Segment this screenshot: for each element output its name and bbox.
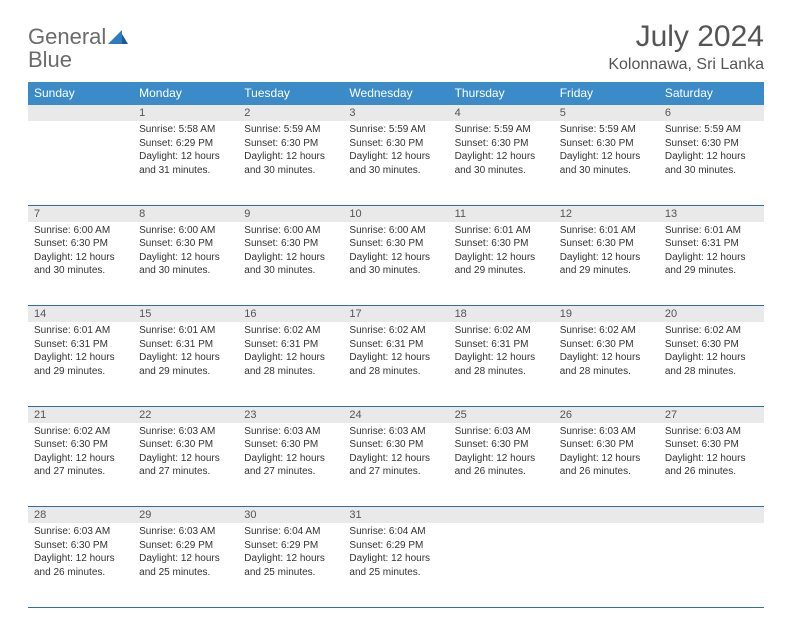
day-detail-row: Sunrise: 6:02 AM Sunset: 6:30 PM Dayligh… <box>28 423 764 507</box>
weekday-header: Saturday <box>659 82 764 105</box>
location: Kolonnawa, Sri Lanka <box>608 56 764 74</box>
day-detail-cell <box>659 523 764 607</box>
day-detail-cell: Sunrise: 6:02 AM Sunset: 6:31 PM Dayligh… <box>449 322 554 406</box>
day-detail-cell: Sunrise: 6:04 AM Sunset: 6:29 PM Dayligh… <box>343 523 448 607</box>
day-number-cell: 6 <box>659 105 764 122</box>
day-number-cell: 25 <box>449 406 554 423</box>
day-number-cell: 2 <box>238 105 343 122</box>
calendar-page: General Blue July 2024 Kolonnawa, Sri La… <box>0 0 792 628</box>
day-number-cell: 10 <box>343 205 448 222</box>
day-detail-cell: Sunrise: 6:00 AM Sunset: 6:30 PM Dayligh… <box>238 222 343 306</box>
day-number-cell: 30 <box>238 507 343 524</box>
day-detail-cell: Sunrise: 5:59 AM Sunset: 6:30 PM Dayligh… <box>554 121 659 205</box>
day-detail-row: Sunrise: 6:03 AM Sunset: 6:30 PM Dayligh… <box>28 523 764 607</box>
day-number-row: 21222324252627 <box>28 406 764 423</box>
day-detail-cell: Sunrise: 6:03 AM Sunset: 6:30 PM Dayligh… <box>133 423 238 507</box>
day-number-cell: 21 <box>28 406 133 423</box>
day-number-cell: 23 <box>238 406 343 423</box>
day-detail-row: Sunrise: 5:58 AM Sunset: 6:29 PM Dayligh… <box>28 121 764 205</box>
day-detail-cell: Sunrise: 6:03 AM Sunset: 6:30 PM Dayligh… <box>343 423 448 507</box>
day-detail-row: Sunrise: 6:00 AM Sunset: 6:30 PM Dayligh… <box>28 222 764 306</box>
day-number-row: 14151617181920 <box>28 306 764 323</box>
day-detail-cell: Sunrise: 5:59 AM Sunset: 6:30 PM Dayligh… <box>343 121 448 205</box>
day-number-cell: 4 <box>449 105 554 122</box>
day-number-cell <box>28 105 133 122</box>
day-number-cell: 17 <box>343 306 448 323</box>
logo-word2: Blue <box>28 47 72 72</box>
day-number-cell <box>449 507 554 524</box>
day-number-cell: 18 <box>449 306 554 323</box>
day-detail-cell: Sunrise: 5:59 AM Sunset: 6:30 PM Dayligh… <box>449 121 554 205</box>
weekday-header-row: Sunday Monday Tuesday Wednesday Thursday… <box>28 82 764 105</box>
day-detail-cell: Sunrise: 6:02 AM Sunset: 6:31 PM Dayligh… <box>238 322 343 406</box>
day-number-cell: 31 <box>343 507 448 524</box>
day-detail-cell: Sunrise: 6:02 AM Sunset: 6:30 PM Dayligh… <box>554 322 659 406</box>
day-detail-cell: Sunrise: 6:01 AM Sunset: 6:31 PM Dayligh… <box>133 322 238 406</box>
day-number-cell: 24 <box>343 406 448 423</box>
day-detail-row: Sunrise: 6:01 AM Sunset: 6:31 PM Dayligh… <box>28 322 764 406</box>
day-detail-cell: Sunrise: 5:59 AM Sunset: 6:30 PM Dayligh… <box>659 121 764 205</box>
day-number-cell <box>554 507 659 524</box>
day-detail-cell: Sunrise: 6:01 AM Sunset: 6:30 PM Dayligh… <box>449 222 554 306</box>
day-number-cell: 1 <box>133 105 238 122</box>
day-number-cell: 15 <box>133 306 238 323</box>
day-detail-cell <box>449 523 554 607</box>
day-detail-cell <box>554 523 659 607</box>
day-detail-cell: Sunrise: 6:03 AM Sunset: 6:30 PM Dayligh… <box>28 523 133 607</box>
day-number-cell: 3 <box>343 105 448 122</box>
day-number-row: 28293031 <box>28 507 764 524</box>
day-number-cell: 11 <box>449 205 554 222</box>
month-title: July 2024 <box>608 20 764 54</box>
day-number-row: 78910111213 <box>28 205 764 222</box>
day-detail-cell: Sunrise: 6:03 AM Sunset: 6:30 PM Dayligh… <box>659 423 764 507</box>
day-number-cell <box>659 507 764 524</box>
day-number-cell: 16 <box>238 306 343 323</box>
day-number-cell: 13 <box>659 205 764 222</box>
day-number-cell: 22 <box>133 406 238 423</box>
day-number-cell: 7 <box>28 205 133 222</box>
weekday-header: Friday <box>554 82 659 105</box>
weekday-header: Monday <box>133 82 238 105</box>
day-number-cell: 26 <box>554 406 659 423</box>
day-detail-cell: Sunrise: 6:02 AM Sunset: 6:31 PM Dayligh… <box>343 322 448 406</box>
day-number-cell: 14 <box>28 306 133 323</box>
day-detail-cell: Sunrise: 6:00 AM Sunset: 6:30 PM Dayligh… <box>343 222 448 306</box>
day-detail-cell: Sunrise: 6:01 AM Sunset: 6:30 PM Dayligh… <box>554 222 659 306</box>
logo-text: General Blue <box>28 26 128 72</box>
day-detail-cell: Sunrise: 6:03 AM Sunset: 6:30 PM Dayligh… <box>238 423 343 507</box>
day-number-cell: 8 <box>133 205 238 222</box>
day-number-cell: 5 <box>554 105 659 122</box>
day-number-cell: 19 <box>554 306 659 323</box>
day-number-cell: 9 <box>238 205 343 222</box>
weekday-header: Thursday <box>449 82 554 105</box>
day-detail-cell: Sunrise: 6:01 AM Sunset: 6:31 PM Dayligh… <box>659 222 764 306</box>
day-detail-cell: Sunrise: 6:02 AM Sunset: 6:30 PM Dayligh… <box>659 322 764 406</box>
day-detail-cell: Sunrise: 6:00 AM Sunset: 6:30 PM Dayligh… <box>28 222 133 306</box>
logo-mark-icon <box>108 30 128 49</box>
day-detail-cell: Sunrise: 5:58 AM Sunset: 6:29 PM Dayligh… <box>133 121 238 205</box>
page-header: General Blue July 2024 Kolonnawa, Sri La… <box>28 20 764 74</box>
day-detail-cell: Sunrise: 6:04 AM Sunset: 6:29 PM Dayligh… <box>238 523 343 607</box>
day-detail-cell: Sunrise: 5:59 AM Sunset: 6:30 PM Dayligh… <box>238 121 343 205</box>
day-detail-cell: Sunrise: 6:03 AM Sunset: 6:30 PM Dayligh… <box>554 423 659 507</box>
calendar-table: Sunday Monday Tuesday Wednesday Thursday… <box>28 82 764 608</box>
day-detail-cell: Sunrise: 6:00 AM Sunset: 6:30 PM Dayligh… <box>133 222 238 306</box>
title-block: July 2024 Kolonnawa, Sri Lanka <box>608 20 764 74</box>
day-number-cell: 20 <box>659 306 764 323</box>
day-number-cell: 12 <box>554 205 659 222</box>
weekday-header: Tuesday <box>238 82 343 105</box>
day-number-cell: 27 <box>659 406 764 423</box>
day-number-cell: 29 <box>133 507 238 524</box>
day-number-cell: 28 <box>28 507 133 524</box>
day-detail-cell: Sunrise: 6:03 AM Sunset: 6:30 PM Dayligh… <box>449 423 554 507</box>
day-number-row: 123456 <box>28 105 764 122</box>
weekday-header: Wednesday <box>343 82 448 105</box>
logo: General Blue <box>28 26 128 72</box>
logo-word1: General <box>28 24 106 49</box>
day-detail-cell <box>28 121 133 205</box>
day-detail-cell: Sunrise: 6:02 AM Sunset: 6:30 PM Dayligh… <box>28 423 133 507</box>
day-detail-cell: Sunrise: 6:01 AM Sunset: 6:31 PM Dayligh… <box>28 322 133 406</box>
weekday-header: Sunday <box>28 82 133 105</box>
day-detail-cell: Sunrise: 6:03 AM Sunset: 6:29 PM Dayligh… <box>133 523 238 607</box>
